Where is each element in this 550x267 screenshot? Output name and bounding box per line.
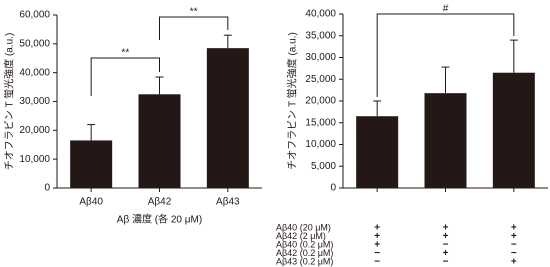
condition-mark: − <box>511 240 517 251</box>
condition-mark: + <box>374 231 380 242</box>
y-tick-label: 40,000 <box>19 67 50 78</box>
x-tick-label: Aβ40 <box>79 197 103 208</box>
condition-mark: + <box>443 223 449 234</box>
y-tick-label: 15,000 <box>305 117 336 128</box>
y-tick-label: 20,000 <box>305 96 336 107</box>
condition-label: Aβ43 (0.2 μM) <box>276 256 333 266</box>
bar <box>492 72 535 188</box>
x-tick-label: Aβ42 <box>148 197 172 208</box>
significance-label: # <box>443 4 449 15</box>
y-axis-label: チオフラビン T 蛍光強度 (a.u.) <box>286 32 299 170</box>
condition-mark: − <box>443 257 449 267</box>
significance-label: ** <box>121 48 129 59</box>
condition-mark: + <box>511 231 517 242</box>
y-tick-label: 60,000 <box>19 10 50 21</box>
condition-mark: + <box>374 223 380 234</box>
condition-mark: + <box>374 240 380 251</box>
bar <box>206 48 249 189</box>
y-tick-label: 20,000 <box>19 125 50 136</box>
y-tick-label: 0 <box>44 183 50 194</box>
y-tick-label: 30,000 <box>19 96 50 107</box>
condition-mark: − <box>511 248 517 259</box>
condition-mark: + <box>443 248 449 259</box>
condition-mark: − <box>374 248 380 259</box>
y-axis-label: チオフラビン T 蛍光強度 (a.u.) <box>3 33 16 171</box>
bar <box>70 140 113 188</box>
x-tick-label: Aβ43 <box>216 197 240 208</box>
bar <box>424 93 467 188</box>
y-tick-label: 10,000 <box>305 139 336 150</box>
y-tick-label: 40,000 <box>305 9 336 20</box>
bar <box>356 116 399 188</box>
y-tick-label: 5,000 <box>311 161 336 172</box>
significance-bracket <box>376 13 515 97</box>
significance-bracket <box>159 16 229 40</box>
y-tick-label: 30,000 <box>305 52 336 63</box>
condition-label: Aβ42 (2 μM) <box>276 231 326 241</box>
condition-mark: + <box>511 257 517 267</box>
condition-mark: + <box>443 231 449 242</box>
y-tick-label: 25,000 <box>305 74 336 85</box>
y-tick-label: 50,000 <box>19 38 50 49</box>
condition-label: Aβ40 (20 μM) <box>276 222 331 232</box>
bar <box>138 94 181 188</box>
y-tick-label: 35,000 <box>305 30 336 41</box>
significance-bracket <box>90 57 160 96</box>
condition-mark: + <box>511 223 517 234</box>
y-tick-label: 0 <box>330 183 336 194</box>
significance-label: ** <box>190 7 198 18</box>
condition-mark: − <box>374 257 380 267</box>
x-axis-label: Aβ 濃度 (各 20 μM) <box>117 213 202 226</box>
condition-mark: − <box>443 240 449 251</box>
condition-label: Aβ42 (0.2 μM) <box>276 248 333 258</box>
condition-label: Aβ40 (0.2 μM) <box>276 239 333 249</box>
y-tick-label: 10,000 <box>19 154 50 165</box>
